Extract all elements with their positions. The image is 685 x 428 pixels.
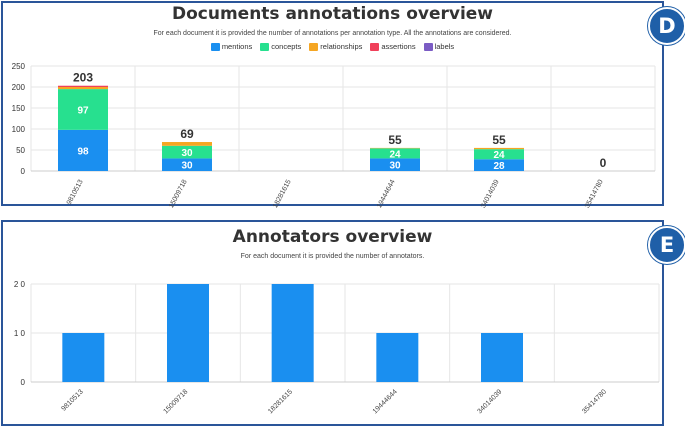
legend-swatch [370,42,380,51]
segment-value-label: 24 [389,149,401,160]
annotator-bar [62,333,105,382]
y-tick-label: 2 0 [14,280,26,289]
legend-swatch [309,42,319,51]
total-value-label: 55 [492,133,506,147]
total-value-label: 69 [180,127,194,141]
bar-segment-relationships [162,142,212,146]
documents-chart-legend: mentions concepts relationships assertions l… [3,42,662,51]
total-value-label: 55 [388,133,402,147]
bar-segment-assertions [58,85,108,87]
y-tick-label: 0 [21,378,26,387]
legend-label: labels [434,42,455,51]
segment-value-label: 30 [181,148,193,159]
legend-item-relationships[interactable]: relationships [309,42,362,51]
y-tick-label: 150 [12,104,26,113]
x-tick-label: 18281615 [267,388,294,415]
annotators-panel: Annotators overview For each document it… [1,220,664,426]
bar-segment-concepts [370,148,420,159]
segment-value-label: 24 [493,150,505,161]
segment-value-label: 30 [181,161,193,172]
bar-segment-mentions [474,159,524,171]
legend-label: assertions [381,42,416,51]
documents-chart-title: Documents annotations overview [171,4,494,24]
y-tick-label: 250 [12,62,26,71]
total-value-label: 0 [600,156,607,170]
annotators-chart-subtitle: For each document it is provided the num… [240,253,425,260]
documents-annotations-panel: Documents annotations overview For each … [1,1,664,210]
segment-value-label: 97 [77,105,89,116]
y-tick-label: 200 [12,83,26,92]
x-tick-label: 19444644 [372,388,399,415]
bar-segment-relationships [58,87,108,90]
bar-segment-relationships [474,147,524,150]
y-tick-label: 1 0 [14,329,26,338]
legend-swatch [423,42,433,51]
x-tick-label: 9810513 [61,388,85,412]
legend-item-labels[interactable]: labels [423,42,455,51]
x-tick-label: 34014039 [480,179,501,210]
documents-annotations-chart: 0 50 100 150 200 250 98 97 203 9810513 30 30 69 15009… [12,62,656,210]
legend-label: mentions [221,42,253,51]
y-tick-label: 50 [16,146,25,155]
x-tick-label: 15009718 [168,179,189,210]
y-tick-label: 100 [12,125,26,134]
annotator-bar [271,284,314,382]
x-tick-label: 15009718 [162,388,189,415]
legend-item-mentions[interactable]: mentions [210,42,253,51]
segment-value-label: 98 [77,146,89,157]
legend-label: relationships [320,42,363,51]
bar-segment-mentions [162,158,212,171]
annotators-chart: 0 1 0 2 0 9810513 15009718 18281615 19444644 34… [14,280,660,415]
legend-item-concepts[interactable]: concepts [260,42,301,51]
x-tick-label: 9810513 [66,179,85,206]
annotator-bar [481,333,523,382]
bar-segment-mentions [370,158,420,171]
documents-chart-subtitle: For each document it is provided the num… [153,30,512,37]
total-value-label: 203 [73,71,93,85]
annotator-bar [167,284,209,382]
panel-d-badge: D [648,7,685,45]
legend-item-assertions[interactable]: assertions [370,42,416,51]
segment-value-label: 28 [493,161,505,172]
legend-label: concepts [271,42,302,51]
x-tick-label: 18281615 [272,179,293,210]
panel-e-badge: E [648,226,685,264]
annotators-chart-title: Annotators overview [232,227,433,247]
bar-segment-concepts [58,89,108,130]
bar-segment-concepts [474,149,524,160]
segment-value-label: 30 [389,161,401,172]
x-tick-label: 35414780 [581,388,608,415]
x-tick-label: 34014039 [476,388,503,415]
bar-segment-mentions [58,129,108,171]
y-tick-label: 0 [21,167,26,176]
legend-swatch [210,42,220,51]
x-tick-label: 19444644 [376,179,397,210]
legend-swatch [260,42,270,51]
annotator-bar [376,333,419,382]
bar-segment-concepts [162,145,212,159]
x-tick-label: 35414780 [584,179,605,210]
